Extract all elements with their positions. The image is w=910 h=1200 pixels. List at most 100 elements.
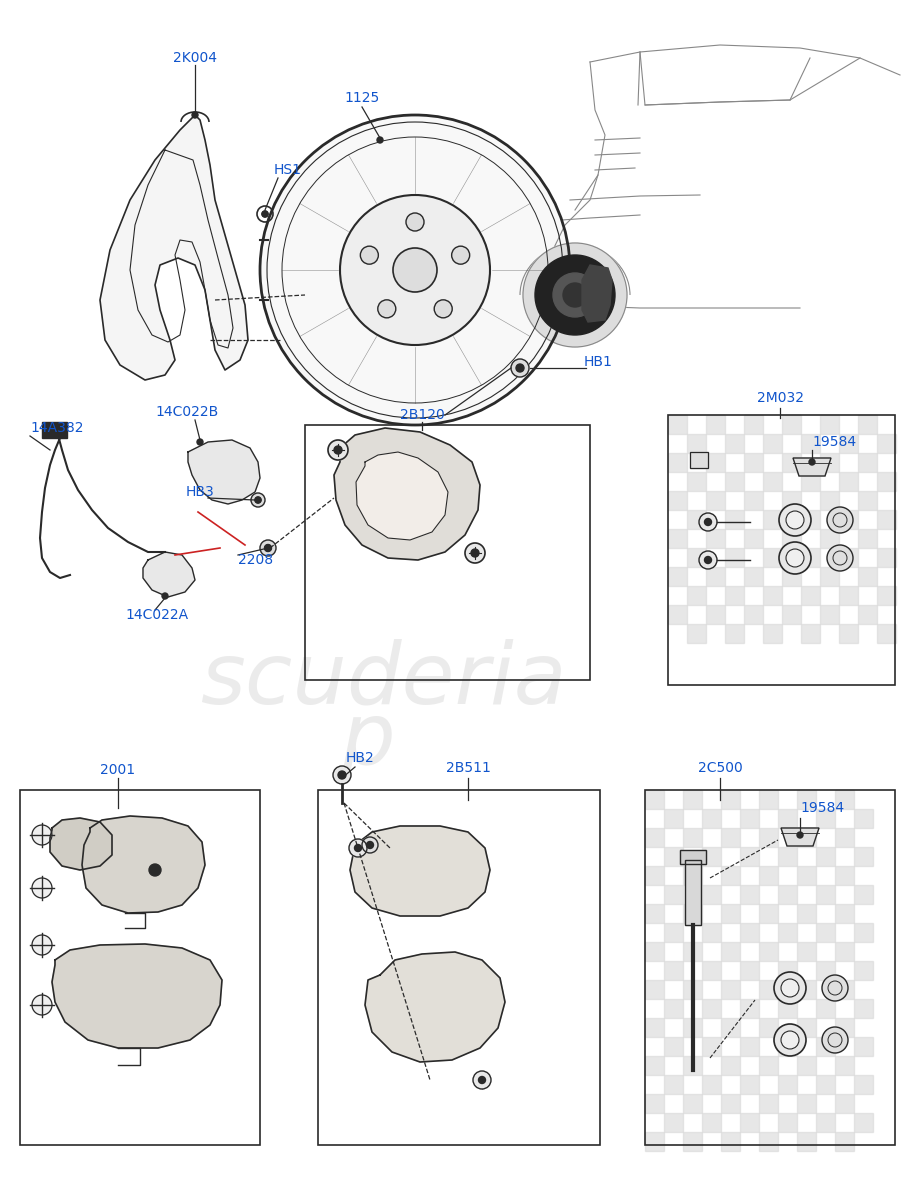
Bar — [835, 1056, 854, 1075]
Bar — [744, 566, 763, 586]
Circle shape — [260, 115, 570, 425]
Bar — [690, 452, 708, 468]
Circle shape — [255, 497, 261, 503]
Circle shape — [32, 935, 52, 955]
Bar — [835, 1094, 854, 1114]
Bar — [721, 942, 740, 961]
Bar — [740, 961, 759, 980]
Bar — [797, 1018, 816, 1037]
Bar — [797, 980, 816, 998]
Circle shape — [523, 242, 627, 347]
Bar — [782, 566, 801, 586]
Text: 14C022B: 14C022B — [155, 404, 218, 419]
Bar — [759, 980, 778, 998]
Circle shape — [149, 864, 161, 876]
Circle shape — [340, 194, 490, 346]
Circle shape — [699, 514, 717, 530]
Bar — [740, 886, 759, 904]
Bar — [877, 624, 896, 643]
Circle shape — [479, 1076, 486, 1084]
Bar — [778, 1114, 797, 1132]
Bar — [725, 586, 744, 605]
Circle shape — [516, 364, 524, 372]
Bar — [668, 605, 687, 624]
Polygon shape — [350, 826, 490, 916]
Circle shape — [699, 551, 717, 569]
Bar — [683, 1132, 702, 1151]
Bar — [797, 828, 816, 847]
Bar — [702, 1037, 721, 1056]
Bar — [305, 425, 590, 680]
Circle shape — [517, 365, 523, 371]
Polygon shape — [188, 440, 260, 504]
Bar — [744, 491, 763, 510]
Bar — [820, 415, 839, 434]
Bar — [645, 1018, 664, 1037]
Circle shape — [451, 246, 470, 264]
Bar — [854, 1075, 873, 1094]
Bar — [877, 548, 896, 566]
Bar — [725, 624, 744, 643]
Circle shape — [265, 545, 271, 552]
Bar — [797, 1094, 816, 1114]
Bar — [702, 809, 721, 828]
Bar — [816, 1114, 835, 1132]
Bar — [839, 434, 858, 452]
Bar — [668, 415, 895, 685]
Bar — [854, 923, 873, 942]
Bar — [816, 1037, 835, 1056]
Text: HS1: HS1 — [274, 163, 302, 176]
Bar — [683, 942, 702, 961]
Bar — [778, 886, 797, 904]
Bar — [778, 1075, 797, 1094]
Text: 2001: 2001 — [100, 763, 136, 778]
Text: 19584: 19584 — [812, 434, 856, 449]
Circle shape — [362, 838, 378, 853]
Bar — [706, 529, 725, 548]
Bar — [680, 850, 706, 864]
Bar — [797, 1056, 816, 1075]
Bar — [778, 923, 797, 942]
Bar — [687, 548, 706, 566]
Bar — [835, 904, 854, 923]
Bar — [763, 472, 782, 491]
Circle shape — [406, 214, 424, 230]
Bar — [668, 452, 687, 472]
Bar — [816, 923, 835, 942]
Bar — [835, 942, 854, 961]
Circle shape — [822, 974, 848, 1001]
Bar — [763, 510, 782, 529]
Bar — [702, 1075, 721, 1094]
Bar — [702, 961, 721, 980]
Text: 2C500: 2C500 — [698, 761, 743, 775]
Bar — [858, 452, 877, 472]
Bar — [778, 809, 797, 828]
Text: p: p — [340, 698, 395, 781]
Bar — [797, 942, 816, 961]
Bar — [721, 866, 740, 886]
Bar — [706, 452, 725, 472]
Bar — [668, 529, 687, 548]
Bar — [645, 1056, 664, 1075]
Bar — [42, 422, 67, 438]
Bar — [645, 904, 664, 923]
Bar — [816, 961, 835, 980]
Bar — [740, 847, 759, 866]
Bar — [820, 605, 839, 624]
Circle shape — [797, 832, 803, 838]
Bar — [725, 472, 744, 491]
Bar — [683, 790, 702, 809]
Bar — [854, 1037, 873, 1056]
Bar — [645, 790, 895, 1145]
Bar — [778, 847, 797, 866]
Bar — [690, 452, 708, 468]
Bar — [664, 886, 683, 904]
Polygon shape — [781, 828, 819, 846]
Bar — [782, 452, 801, 472]
Bar — [687, 586, 706, 605]
Bar — [759, 1094, 778, 1114]
Bar — [683, 904, 702, 923]
Bar — [759, 828, 778, 847]
Bar — [645, 980, 664, 998]
Bar — [801, 624, 820, 643]
